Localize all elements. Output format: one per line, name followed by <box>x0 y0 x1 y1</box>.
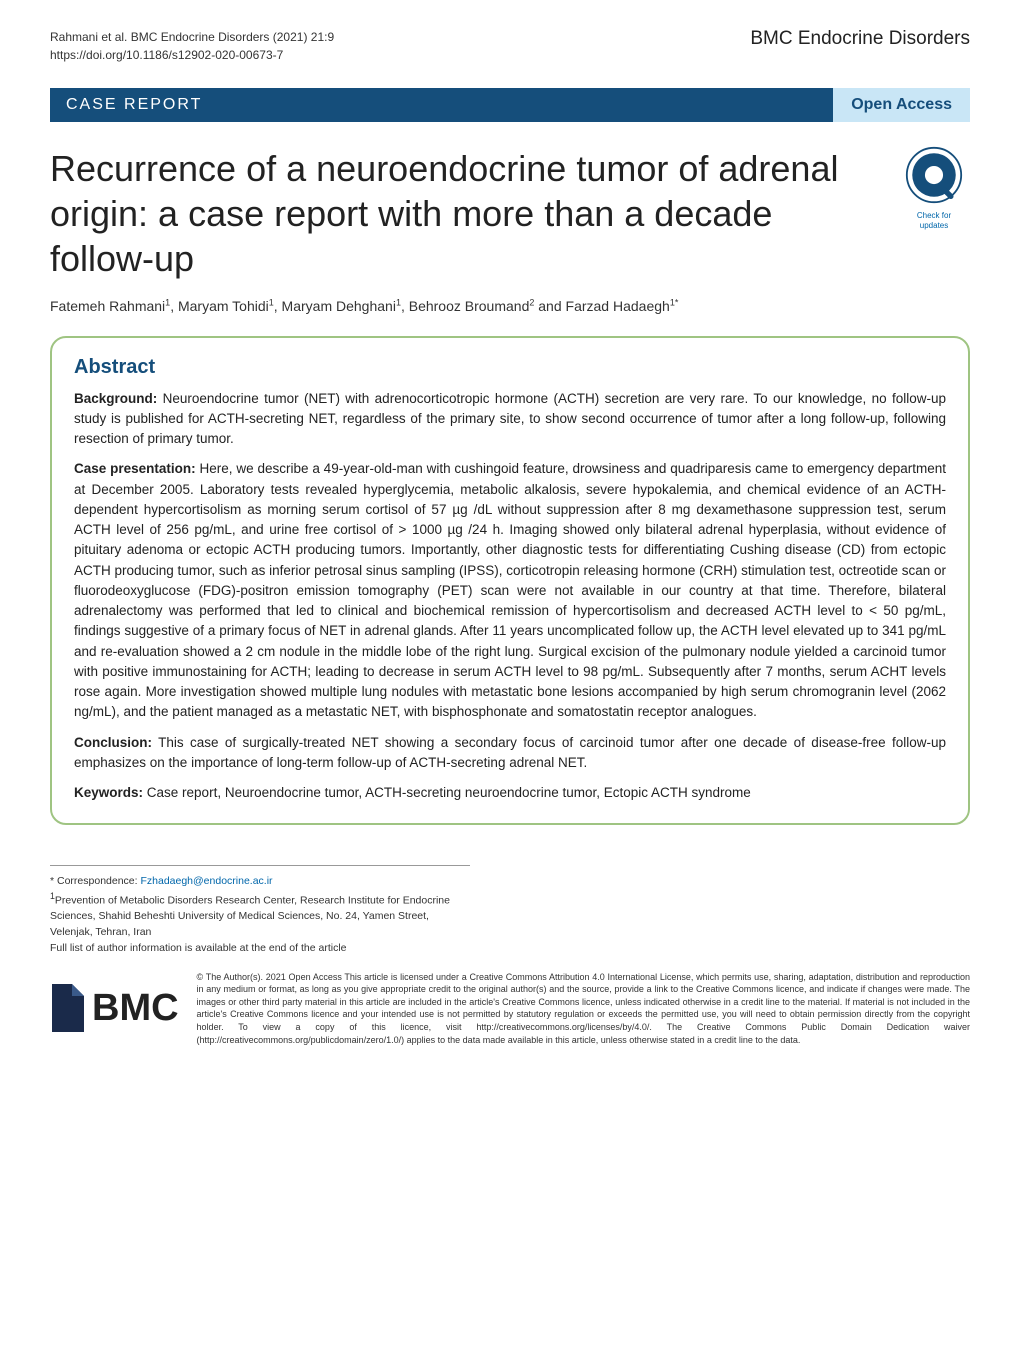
bmc-flag-icon <box>50 982 86 1034</box>
crossmark-line1: Check for <box>917 211 951 220</box>
correspondence-label: * Correspondence: <box>50 875 140 887</box>
open-access-badge: Open Access <box>833 88 970 122</box>
article-type-banner: CASE REPORT Open Access <box>50 88 970 122</box>
bmc-text: BMC <box>92 987 179 1030</box>
journal-name: BMC Endocrine Disorders <box>750 28 970 50</box>
abstract-case: Case presentation: Here, we describe a 4… <box>74 459 946 722</box>
abstract-keywords: Keywords: Case report, Neuroendocrine tu… <box>74 783 946 803</box>
case-text: Here, we describe a 49-year-old-man with… <box>74 461 946 719</box>
correspondence-block: * Correspondence: Fzhadaegh@endocrine.ac… <box>50 865 470 956</box>
article-title: Recurrence of a neuroendocrine tumor of … <box>50 146 898 281</box>
case-label: Case presentation: <box>74 461 196 476</box>
citation-line-1: Rahmani et al. BMC Endocrine Disorders (… <box>50 28 334 46</box>
conclusion-label: Conclusion: <box>74 735 152 750</box>
page-header: Rahmani et al. BMC Endocrine Disorders (… <box>0 0 1020 76</box>
correspondence-email[interactable]: Fzhadaegh@endocrine.ac.ir <box>140 875 272 887</box>
background-label: Background: <box>74 391 157 406</box>
keywords-text: Case report, Neuroendocrine tumor, ACTH-… <box>143 785 751 800</box>
abstract-box: Abstract Background: Neuroendocrine tumo… <box>50 336 970 826</box>
title-row: Recurrence of a neuroendocrine tumor of … <box>0 122 1020 287</box>
authors-text: Fatemeh Rahmani1, Maryam Tohidi1, Maryam… <box>50 298 678 314</box>
citation-block: Rahmani et al. BMC Endocrine Disorders (… <box>50 28 334 64</box>
crossmark-badge[interactable]: Check for updates <box>898 146 970 281</box>
license-text: © The Author(s). 2021 Open Access This a… <box>197 971 970 1047</box>
conclusion-text: This case of surgically-treated NET show… <box>74 735 946 770</box>
bmc-logo: BMC <box>50 982 179 1034</box>
affiliation-1: Prevention of Metabolic Disorders Resear… <box>50 895 450 939</box>
abstract-heading: Abstract <box>74 356 946 379</box>
keywords-label: Keywords: <box>74 785 143 800</box>
crossmark-icon <box>905 146 963 204</box>
crossmark-text: Check for updates <box>898 211 970 230</box>
crossmark-line2: updates <box>920 221 948 230</box>
affiliation-note: Full list of author information is avail… <box>50 942 347 954</box>
author-list: Fatemeh Rahmani1, Maryam Tohidi1, Maryam… <box>0 287 1020 336</box>
abstract-conclusion: Conclusion: This case of surgically-trea… <box>74 733 946 774</box>
abstract-background: Background: Neuroendocrine tumor (NET) w… <box>74 389 946 450</box>
citation-doi: https://doi.org/10.1186/s12902-020-00673… <box>50 46 334 64</box>
background-text: Neuroendocrine tumor (NET) with adrenoco… <box>74 391 946 447</box>
footer-row: BMC © The Author(s). 2021 Open Access Th… <box>0 957 1020 1071</box>
article-type-label: CASE REPORT <box>50 88 218 122</box>
